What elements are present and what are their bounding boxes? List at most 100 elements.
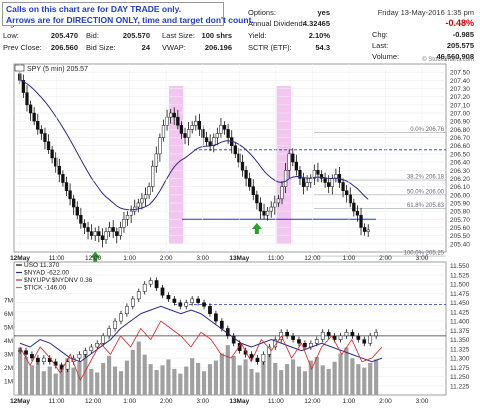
lower-y-tick: 11.475 — [450, 291, 470, 298]
volume-bar — [184, 366, 189, 395]
uso-candle-body — [261, 354, 266, 363]
uso-candle-body — [166, 295, 171, 300]
uso-candle-body — [208, 306, 212, 314]
lower-x-tick: 2:00 — [160, 398, 173, 405]
quote-label: Volume: — [372, 52, 399, 61]
price-y-tick: 205.50 — [450, 233, 470, 240]
candle-body — [341, 182, 345, 191]
fib-level-label: 38.2% 206.18 — [407, 175, 445, 181]
quote-label: Chg: — [372, 30, 388, 39]
candle-body — [28, 104, 33, 114]
uso-candle-body — [350, 331, 355, 337]
quote-value: 100 shrs — [202, 31, 232, 40]
price-y-tick: 205.70 — [450, 217, 470, 224]
uso-candle-body — [95, 343, 100, 348]
candle-body — [147, 186, 151, 196]
candle-body — [158, 137, 162, 155]
uso-candle-body — [255, 357, 260, 362]
uso-candle-body — [190, 298, 195, 303]
volume-bar — [296, 366, 302, 395]
uso-candle-body — [83, 350, 88, 355]
uso-candle-body — [178, 302, 183, 307]
lower-x-tick: 1:00 — [123, 398, 136, 405]
uso-candle-body — [24, 350, 28, 355]
candle-body — [359, 214, 363, 228]
lower-y-tick: 11.375 — [450, 328, 470, 335]
volume-bar — [71, 367, 76, 395]
uso-candle-body — [344, 331, 349, 337]
volume-bar — [65, 358, 70, 395]
uso-candle-body — [368, 335, 373, 344]
uso-candle-body — [314, 339, 319, 344]
volume-bar — [53, 373, 58, 395]
notice-line-1: Calls on this chart are for DAY TRADE on… — [6, 4, 182, 14]
quote-pct-change: -0.48% — [445, 18, 474, 28]
lower-x-tick: 2:00 — [379, 398, 392, 405]
candle-body — [248, 178, 252, 187]
lower-x-tick: 11:00 — [49, 398, 65, 405]
volume-bar — [267, 354, 272, 395]
price-y-tick: 205.80 — [450, 209, 470, 216]
candle-body — [50, 149, 54, 159]
quote-label: VWAP: — [162, 43, 186, 52]
candle-body — [136, 202, 140, 208]
price-x-tick: 1:00 — [123, 255, 136, 262]
candle-body — [319, 174, 324, 179]
uso-candle-body — [320, 331, 325, 340]
volume-bar — [231, 355, 236, 395]
quote-label: Bid: — [86, 31, 99, 40]
uso-candle-body — [172, 298, 177, 303]
candle-body — [312, 170, 316, 179]
uso-candle-body — [125, 306, 129, 314]
uso-candle-body — [160, 287, 165, 296]
uso-candle-body — [184, 302, 189, 307]
lower-y-tick: 11.425 — [450, 309, 470, 316]
price-y-tick: 206.10 — [450, 184, 470, 191]
price-x-tick: 12:00 — [304, 255, 321, 262]
quote-value: -0.985 — [453, 30, 474, 39]
volume-bar — [290, 359, 296, 395]
uso-candle-body — [136, 291, 141, 300]
candle-body — [301, 178, 306, 187]
candle-body — [161, 125, 166, 138]
uso-candle-body — [303, 343, 307, 348]
volume-bar — [59, 364, 64, 395]
volume-bar — [332, 361, 337, 395]
price-y-tick: 207.30 — [450, 86, 470, 93]
candle-body — [273, 202, 277, 208]
price-y-tick: 206.30 — [450, 168, 470, 175]
candle-body — [183, 133, 187, 138]
volume-y-tick: 2M — [4, 365, 13, 372]
price-x-tick: 1:00 — [343, 255, 356, 262]
quote-value: 54.3 — [315, 43, 330, 52]
uso-candle-body — [326, 331, 331, 337]
lower-y-tick: 11.300 — [450, 356, 470, 363]
candle-body — [345, 190, 349, 196]
volume-y-tick: 5M — [4, 325, 13, 332]
candle-body — [46, 141, 51, 151]
up-arrow — [90, 251, 101, 263]
up-arrow — [251, 222, 262, 234]
quote-label: SCTR (ETF): — [248, 43, 292, 52]
quote-value: 46,560,908 — [436, 52, 474, 61]
uso-candle-body — [291, 335, 295, 340]
lower-legend-text: $NYUPV:$NYDNV 0.36 — [24, 277, 93, 284]
uso-candle-body — [249, 354, 254, 359]
quote-value: 4.32465 — [303, 19, 330, 28]
volume-bar — [374, 359, 379, 395]
price-y-tick: 206.50 — [450, 151, 470, 158]
volume-bar — [255, 372, 260, 395]
lower-y-tick: 11.325 — [450, 346, 470, 353]
uso-candle-body — [285, 331, 289, 337]
volume-bar — [178, 373, 183, 395]
volume-bar — [136, 341, 141, 395]
fib-level-label: 50.0% 206.00 — [407, 189, 445, 195]
volume-y-tick: 7M — [4, 298, 13, 305]
fib-level-label: 61.8% 205.83 — [407, 203, 445, 209]
volume-bar — [118, 371, 124, 395]
volume-bar — [95, 372, 100, 395]
highlight-zone — [276, 86, 291, 244]
lower-legend-text: $TICK -146.00 — [24, 285, 67, 292]
